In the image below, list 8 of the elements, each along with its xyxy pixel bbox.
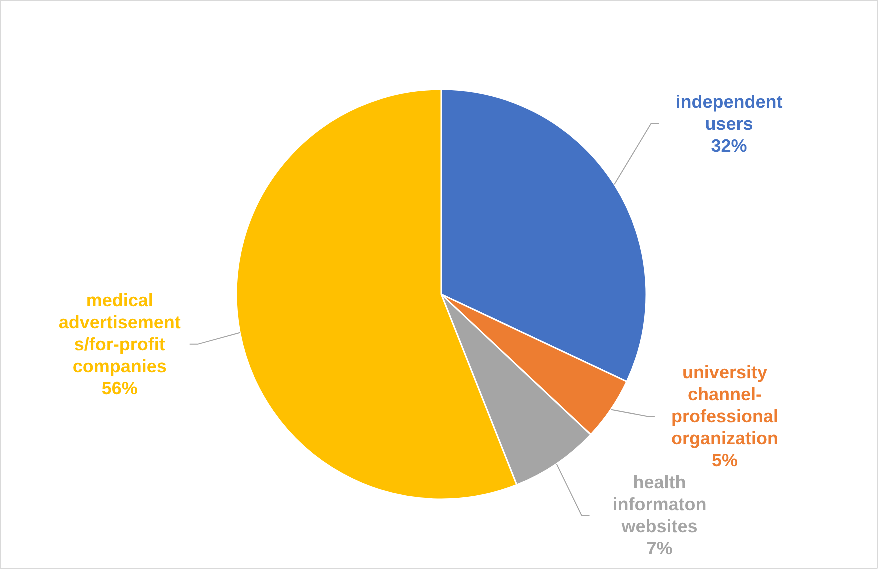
slice-label: health informaton websites (612, 472, 707, 536)
slice-label: independent users (676, 92, 783, 134)
data-label: 32% (711, 136, 748, 156)
data-label: 56% (102, 378, 138, 398)
data-label: 7% (646, 538, 673, 558)
slice-label: university channel-professional organization (671, 362, 778, 448)
slice-label: medical advertisements/for-profit companies (58, 290, 181, 376)
data-label: 5% (712, 450, 738, 470)
